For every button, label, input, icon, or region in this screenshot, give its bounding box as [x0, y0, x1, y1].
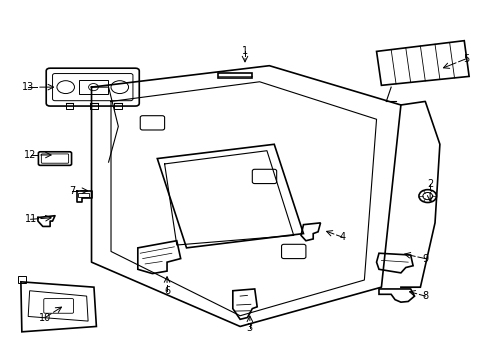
- Bar: [78, 193, 89, 197]
- Text: 13: 13: [22, 82, 34, 92]
- Bar: [19, 276, 26, 283]
- Text: 11: 11: [24, 214, 37, 224]
- Text: 1: 1: [242, 46, 248, 57]
- Text: 7: 7: [69, 186, 75, 196]
- Bar: [79, 80, 108, 94]
- Text: 12: 12: [24, 150, 37, 160]
- Text: 8: 8: [422, 291, 428, 301]
- Text: 2: 2: [427, 179, 433, 189]
- Text: 3: 3: [247, 323, 253, 333]
- Text: 5: 5: [464, 54, 470, 64]
- Text: 9: 9: [422, 253, 428, 264]
- Text: 4: 4: [340, 232, 345, 242]
- Text: 6: 6: [164, 286, 170, 296]
- Text: 10: 10: [39, 312, 51, 323]
